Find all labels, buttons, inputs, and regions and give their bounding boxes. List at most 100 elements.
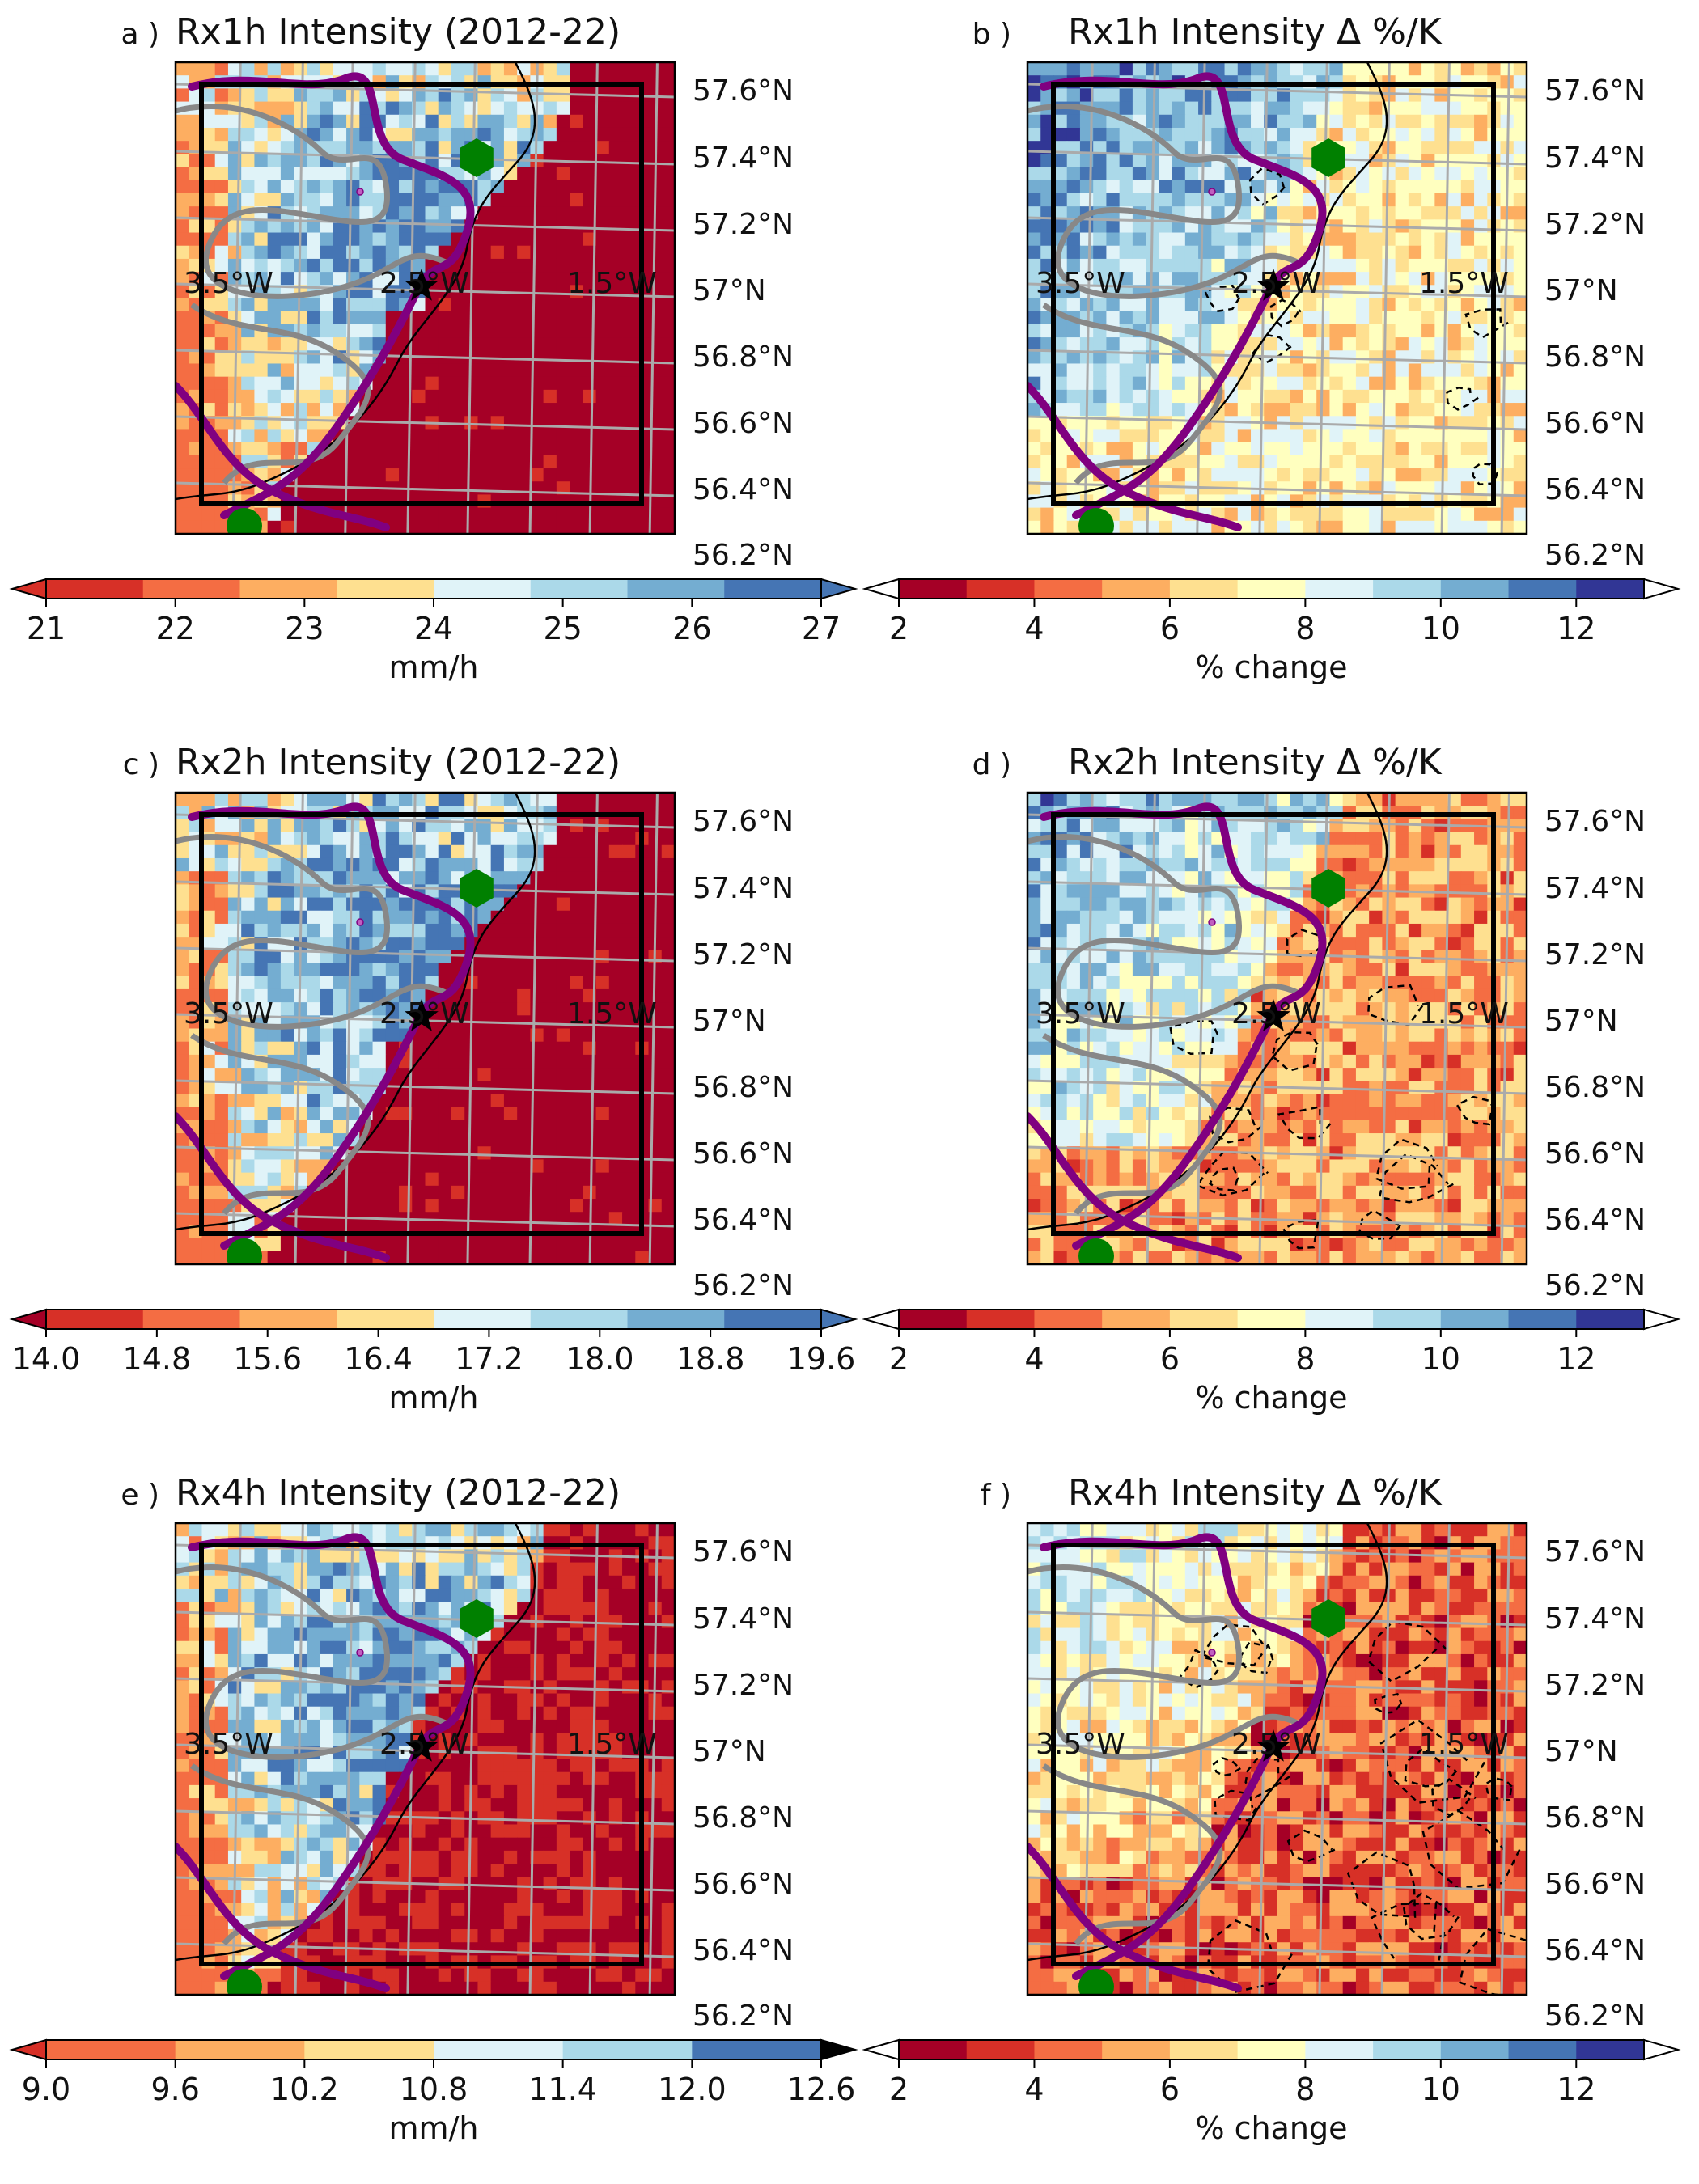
grid-cell <box>1027 897 1041 912</box>
grid-cell <box>543 258 557 273</box>
grid-cell <box>359 1028 374 1043</box>
grid-cell <box>254 389 269 404</box>
grid-cell <box>517 258 531 273</box>
grid-cell <box>583 950 597 964</box>
grid-cell <box>1040 127 1055 142</box>
grid-cell <box>490 1251 505 1264</box>
grid-cell <box>1329 389 1344 404</box>
grid-cell <box>1079 272 1094 286</box>
grid-cell <box>438 114 452 129</box>
grid-cell <box>451 1041 465 1056</box>
catchment-boundary <box>176 104 452 299</box>
grid-cell <box>595 311 610 325</box>
grid-cell <box>1395 245 1409 260</box>
grid-cell <box>622 1185 636 1200</box>
grid-cell <box>1329 232 1344 247</box>
grid-cell <box>648 1068 663 1081</box>
grid-cell <box>1198 429 1212 443</box>
grid-cell <box>307 1133 321 1147</box>
grid-cell <box>1027 232 1041 247</box>
map-area <box>176 793 675 1264</box>
grid-cell <box>490 1212 505 1226</box>
grid-cell <box>241 857 256 872</box>
grid-cell <box>517 1041 531 1056</box>
grid-cell <box>503 272 518 286</box>
grid-cell <box>1224 376 1239 391</box>
grid-cell <box>464 180 479 194</box>
grid-cell <box>1132 376 1146 391</box>
grid-cell <box>570 832 583 846</box>
grid-cell <box>1460 950 1475 964</box>
grid-cell <box>1184 88 1199 103</box>
grid-cell <box>1066 416 1081 430</box>
grid-cell <box>1513 937 1527 950</box>
grid-cell <box>1066 141 1081 154</box>
grid-cell <box>570 1251 583 1264</box>
grid-cell <box>570 844 583 859</box>
grid-cell <box>1434 219 1449 234</box>
grid-cell <box>1421 507 1435 522</box>
grid-cell <box>359 285 374 299</box>
grid-cell <box>1447 245 1462 260</box>
grid-cell <box>214 455 229 469</box>
grid-cell <box>280 950 294 964</box>
grid-cell <box>1132 258 1146 273</box>
grid-cell <box>1106 258 1121 273</box>
grid-cell <box>1251 520 1265 534</box>
grid-cell <box>385 1028 400 1043</box>
grid-cell <box>1184 324 1199 338</box>
grid-cell <box>214 844 229 859</box>
grid-cell <box>595 376 610 391</box>
grid-cell <box>1184 245 1199 260</box>
grid-cell <box>320 1028 334 1043</box>
grid-cell <box>1237 114 1252 129</box>
grid-cell <box>1342 871 1357 885</box>
grid-cell <box>333 871 347 885</box>
colorbar-swatch <box>1508 579 1577 599</box>
grid-cell <box>280 1107 294 1121</box>
grid-cell <box>570 1081 583 1095</box>
grid-cell <box>1040 481 1055 496</box>
grid-cell <box>570 206 583 220</box>
grid-cell <box>1106 272 1121 286</box>
grid-cell <box>1277 127 1291 142</box>
grid-cell <box>1211 337 1226 351</box>
grid-cell <box>280 1094 294 1108</box>
grid-cell <box>1434 245 1449 260</box>
grid-cell <box>648 376 663 391</box>
grid-cell <box>1106 429 1121 443</box>
grid-cell <box>583 62 597 76</box>
grid-cell <box>1460 101 1475 116</box>
grid-cell <box>1053 206 1068 220</box>
grid-cell <box>189 520 203 534</box>
grid-cell <box>1040 154 1055 168</box>
map-frame <box>1026 61 1528 535</box>
grid-cell <box>1237 206 1252 220</box>
grid-cell <box>517 1107 531 1121</box>
grid-cell <box>307 1041 321 1056</box>
grid-cell <box>254 363 269 378</box>
grid-cell <box>1303 403 1317 417</box>
grid-cell <box>1106 350 1121 365</box>
grid-cell <box>451 62 465 76</box>
grid-cell <box>189 1081 203 1095</box>
grid-cell <box>385 429 400 443</box>
grid-cell <box>1264 468 1278 482</box>
grid-cell <box>385 520 400 534</box>
grid-cell <box>622 363 636 378</box>
colorbar-extend-low <box>9 1308 47 1331</box>
grid-cell <box>320 272 334 286</box>
grid-cell <box>583 363 597 378</box>
grid-cell <box>570 1212 583 1226</box>
grid-cell <box>425 832 439 846</box>
grid-cell <box>556 910 570 925</box>
grid-cell <box>1421 871 1435 885</box>
grid-cell <box>1395 793 1409 806</box>
grid-cell <box>543 832 557 846</box>
grid-cell <box>1434 206 1449 220</box>
grid-cell <box>622 206 636 220</box>
grid-cell <box>503 1159 518 1174</box>
grid-cell <box>1329 101 1344 116</box>
grid-cell <box>176 127 189 142</box>
grid-cell <box>399 1068 413 1081</box>
